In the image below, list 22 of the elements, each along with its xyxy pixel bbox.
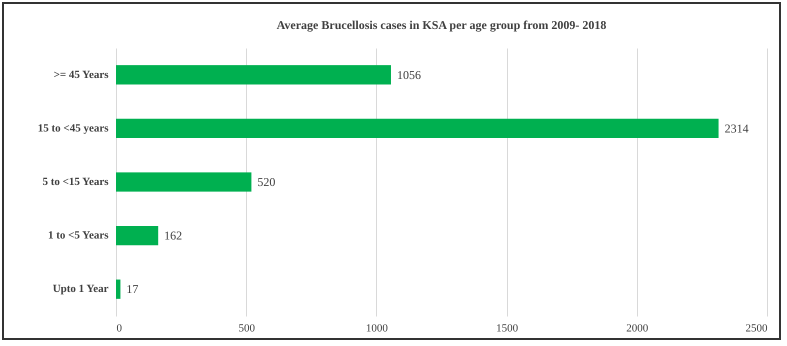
y-tick-label: 15 to <45 years [38,122,110,134]
bar [116,118,719,138]
x-tick-label: 1500 [496,322,519,334]
y-tick-label: >= 45 Years [54,68,110,81]
data-label: 520 [257,175,276,189]
bar [116,65,391,84]
bar [116,172,252,192]
x-tick-label: 2500 [746,322,768,334]
data-label: 17 [126,282,138,296]
x-tick-label: 1000 [366,322,388,334]
bar [116,226,158,246]
data-label: 162 [164,228,182,243]
data-label: 1056 [396,68,421,82]
bar [116,280,120,299]
y-tick-label: Upto 1 Year [52,283,109,296]
x-tick-label: 2000 [626,322,649,334]
data-label: 2314 [724,121,749,136]
x-tick-label: 500 [238,322,256,334]
x-tick-label: 0 [116,322,122,334]
y-tick-label: 5 to <15 Years [42,176,110,188]
y-tick-label: 1 to <5 Years [48,230,110,242]
chart-title: Average Brucellosis cases in KSA per age group from 2009- 2018 [276,18,606,32]
